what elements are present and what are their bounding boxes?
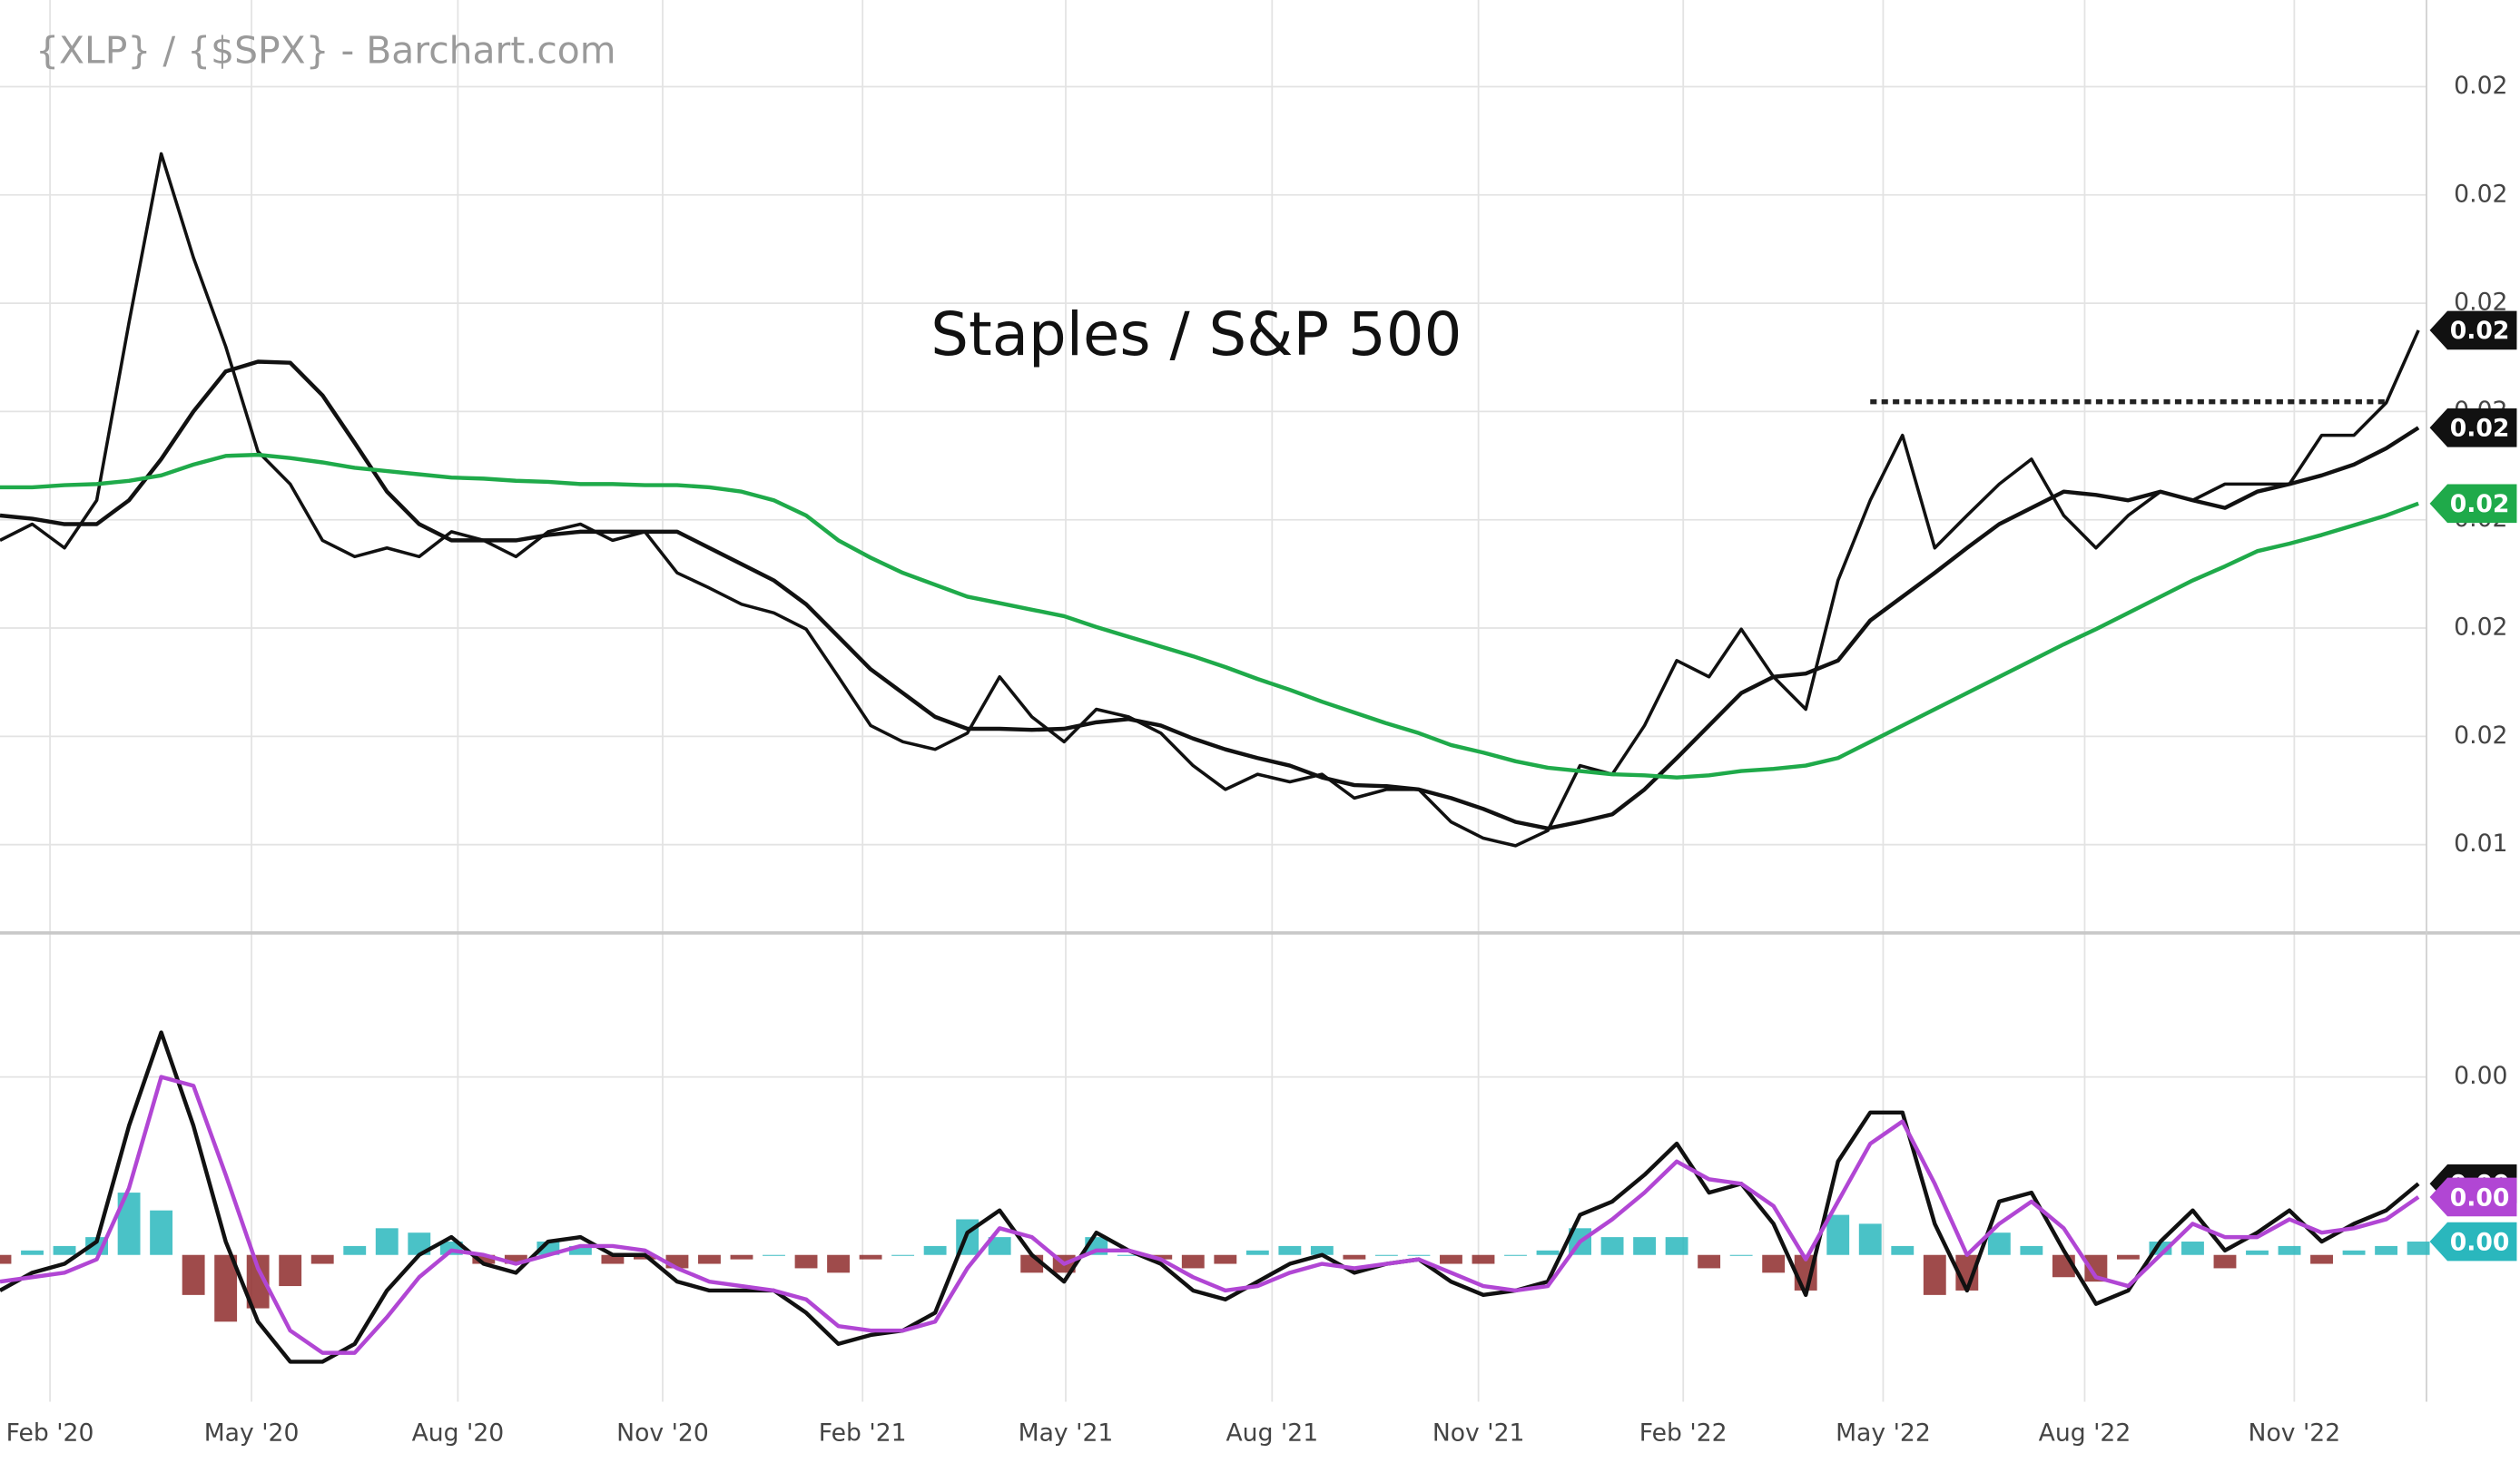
histogram-bar — [1987, 1232, 2011, 1255]
histogram-bar — [794, 1254, 818, 1269]
series-line — [0, 359, 2420, 831]
histogram-bar — [1698, 1254, 1721, 1269]
histogram-bar — [2116, 1254, 2140, 1260]
histogram-bar — [1245, 1250, 1269, 1255]
y-tick-label: 0.00 — [2454, 1062, 2507, 1090]
histogram-bar — [2342, 1250, 2366, 1255]
value-badge-label: 0.00 — [2450, 1228, 2510, 1256]
histogram-bar — [1858, 1223, 1882, 1255]
value-badge-label: 0.02 — [2450, 490, 2510, 518]
histogram-bar — [1343, 1254, 1366, 1260]
histogram-bar — [1472, 1254, 1495, 1264]
histogram-bar — [1117, 1254, 1140, 1256]
value-badge-label: 0.00 — [2450, 1183, 2510, 1212]
histogram-bar — [343, 1245, 367, 1255]
histogram-bar — [2020, 1245, 2043, 1255]
x-tick-label: May '20 — [204, 1419, 300, 1448]
series-line — [0, 1075, 2420, 1355]
histogram-bar — [763, 1254, 785, 1256]
histogram-bar — [601, 1254, 625, 1264]
histogram-bar — [1665, 1237, 1688, 1255]
histogram-bar — [1633, 1237, 1657, 1255]
y-tick-label: 0.02 — [2454, 614, 2507, 642]
histogram-bar — [1923, 1254, 1946, 1295]
y-tick-label: 0.01 — [2454, 830, 2507, 858]
histogram-bar — [2246, 1250, 2269, 1255]
histogram-bar — [730, 1254, 753, 1260]
x-tick-label: Aug '22 — [2039, 1419, 2131, 1448]
x-tick-label: Aug '20 — [412, 1419, 505, 1448]
value-badge — [2429, 484, 2517, 524]
x-tick-label: Nov '20 — [616, 1419, 709, 1448]
x-tick-label: Feb '22 — [1639, 1419, 1728, 1448]
histogram-bar — [1891, 1245, 1915, 1255]
histogram-bar — [1826, 1214, 1850, 1255]
histogram-bar — [2181, 1242, 2204, 1255]
series-line — [0, 452, 2419, 780]
histogram-bar — [2278, 1245, 2301, 1255]
histogram-bar — [988, 1237, 1011, 1255]
value-badge-label: 0.02 — [2450, 317, 2510, 345]
histogram-bar — [1149, 1254, 1173, 1260]
x-tick-label: Nov '21 — [1432, 1419, 1525, 1448]
y-tick-label: 0.02 — [2454, 722, 2507, 750]
value-badge — [2429, 408, 2517, 447]
histogram-bar — [1181, 1254, 1205, 1269]
series-line — [0, 1030, 2420, 1364]
histogram-bar — [1440, 1254, 1462, 1264]
histogram-bar — [2407, 1242, 2430, 1255]
histogram-bar — [1214, 1254, 1237, 1264]
histogram-bar — [0, 1254, 12, 1264]
histogram-bar — [1374, 1254, 1398, 1256]
histogram-bar — [150, 1210, 173, 1255]
histogram-bar — [1600, 1237, 1624, 1255]
histogram-bar — [2310, 1254, 2333, 1264]
x-tick-label: Feb '20 — [6, 1419, 94, 1448]
x-tick-label: Nov '22 — [2249, 1419, 2341, 1448]
x-tick-label: May '21 — [1019, 1419, 1114, 1448]
histogram-bar — [279, 1254, 302, 1287]
histogram-bar — [1278, 1245, 1302, 1255]
histogram-bar — [1407, 1254, 1431, 1256]
histogram-bar — [1310, 1245, 1334, 1255]
histogram-bar — [698, 1254, 721, 1264]
chart-title: {XLP} / {$SPX} - Barchart.com — [35, 29, 615, 73]
histogram-bar — [2213, 1254, 2237, 1269]
histogram-bar — [21, 1250, 44, 1255]
x-tick-label: May '22 — [1836, 1419, 1931, 1448]
histogram-bar — [827, 1254, 850, 1273]
value-badge — [2429, 1177, 2517, 1217]
histogram-bar — [891, 1254, 915, 1256]
histogram-bar — [472, 1254, 496, 1264]
histogram-bar — [2375, 1245, 2398, 1255]
histogram-bar — [182, 1254, 205, 1295]
histogram-bar — [214, 1254, 238, 1322]
histogram-bar — [504, 1254, 527, 1264]
y-tick-label: 0.02 — [2454, 180, 2507, 208]
y-tick-label: 0.02 — [2454, 72, 2507, 100]
histogram-bar — [568, 1245, 592, 1255]
value-badge — [2429, 310, 2517, 350]
histogram-bar — [1536, 1250, 1560, 1255]
histogram-bar — [923, 1245, 947, 1255]
histogram-bar — [859, 1254, 882, 1260]
histogram-bar — [53, 1245, 76, 1255]
series-line — [0, 152, 2420, 848]
x-tick-label: Feb '21 — [819, 1419, 907, 1448]
value-badge — [2429, 1222, 2517, 1262]
histogram-bar — [310, 1254, 334, 1264]
histogram-bar — [1504, 1254, 1527, 1256]
value-badge-label: 0.02 — [2450, 415, 2510, 443]
histogram-bar — [1762, 1254, 1786, 1273]
histogram-bar — [375, 1228, 399, 1255]
histogram-bar — [1729, 1254, 1753, 1256]
x-tick-label: Aug '21 — [1226, 1419, 1318, 1448]
annotation: Staples / S&P 500 — [930, 300, 1462, 369]
